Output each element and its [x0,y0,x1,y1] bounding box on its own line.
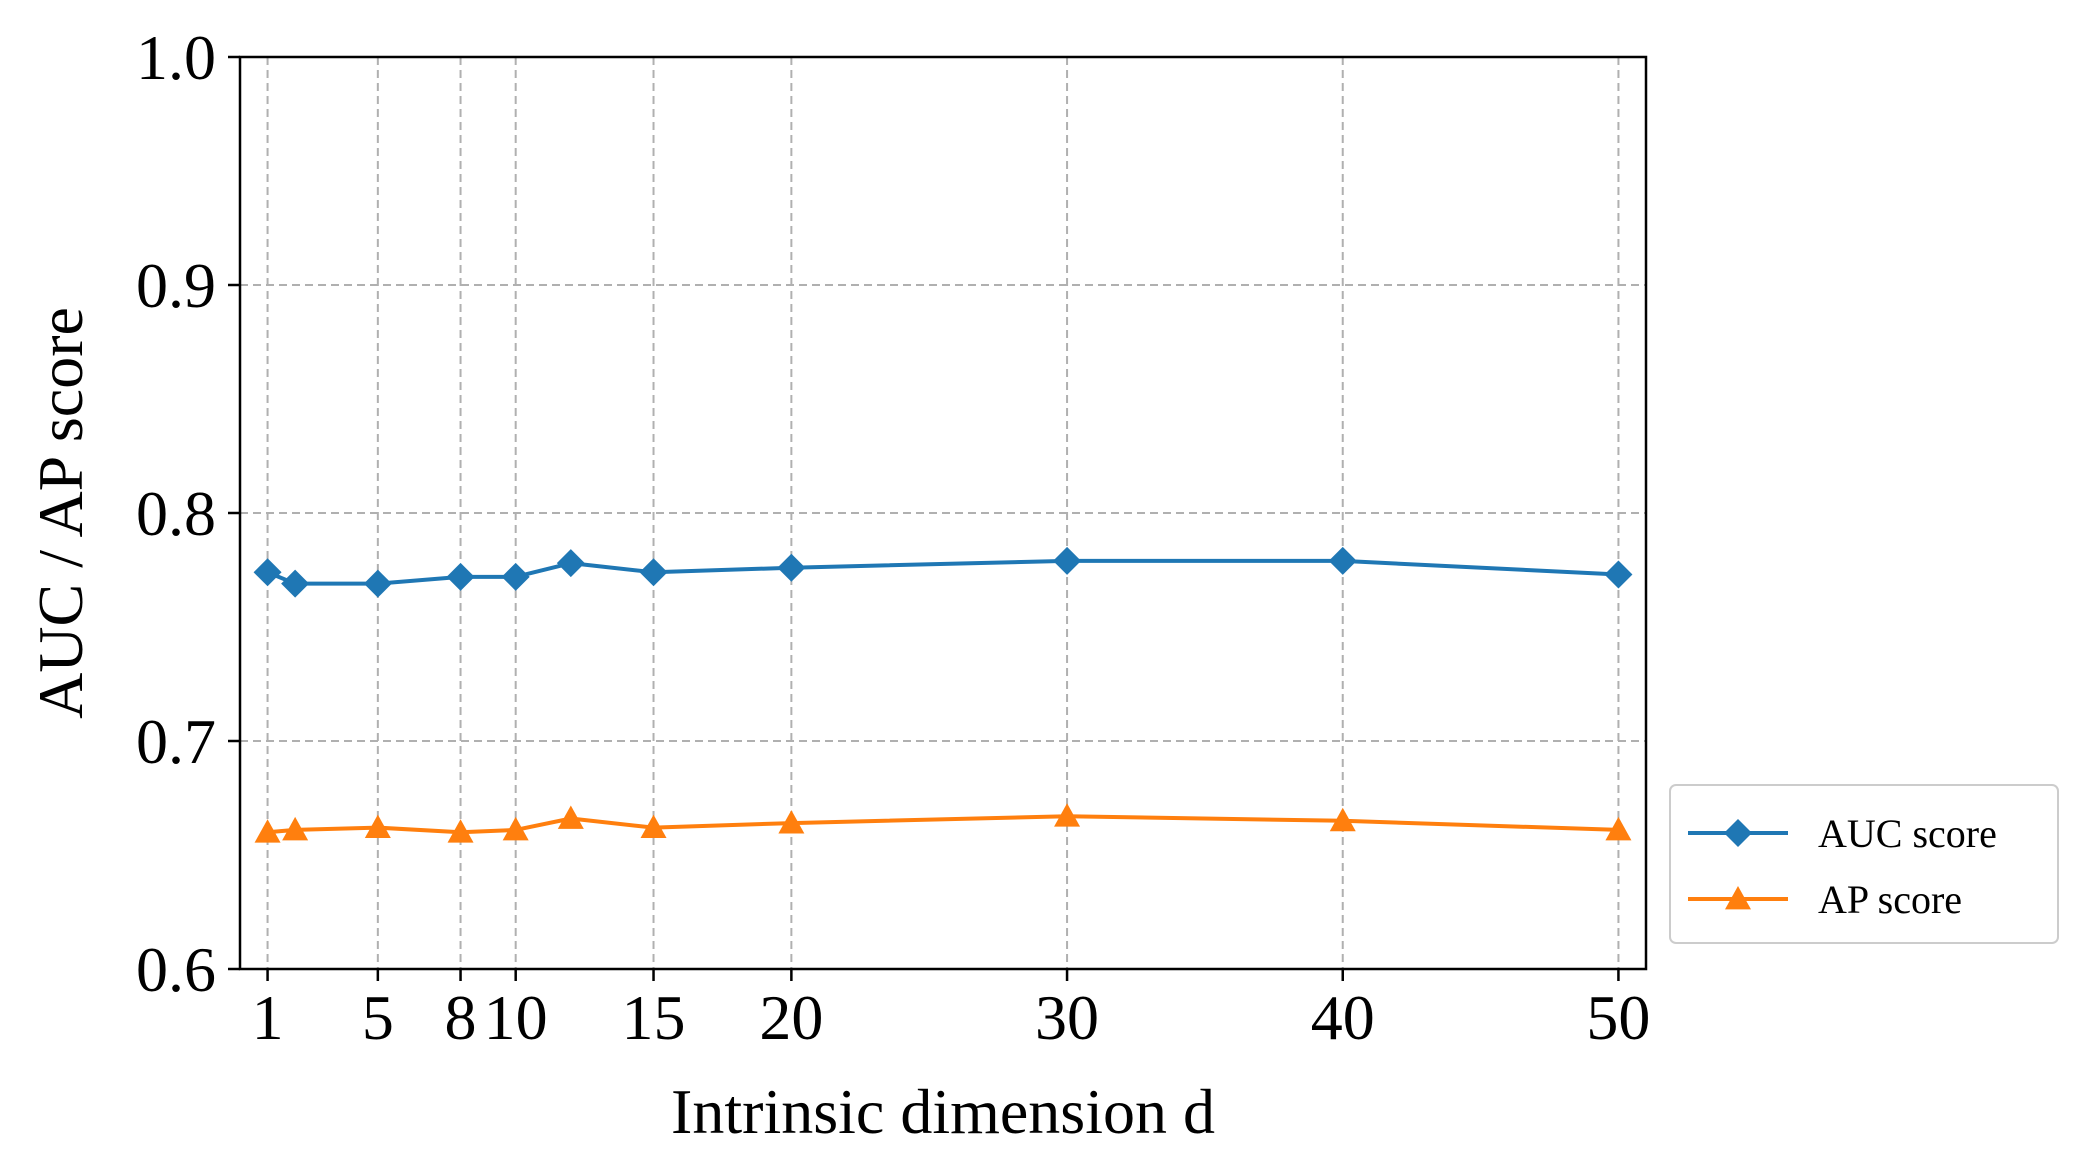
ap-score-point [640,814,667,839]
ap-score-series [254,803,1632,843]
legend-label: AP score [1818,877,1962,922]
auc-score-point [253,558,282,587]
legend-entry-auc-score: AUC score [1688,811,1997,856]
ap-score-point [364,814,391,839]
ap-score-point [447,819,474,843]
legend-entry-ap-score: AP score [1688,877,1962,922]
ap-score-point [1329,807,1356,832]
ap-score-point [502,816,529,841]
ap-score-point [1054,803,1081,827]
y-tick-label: 0.7 [136,706,216,777]
auc-score-point [1328,546,1357,575]
x-tick-label: 40 [1311,982,1375,1053]
auc-score-point [1053,546,1082,575]
ap-score-point [1605,816,1632,841]
auc-score-point [501,562,530,591]
legend-marker [1725,886,1751,910]
x-axis-title: Intrinsic dimension d [671,1076,1215,1147]
legend-marker [1724,819,1752,847]
ap-score-point [557,805,584,829]
auc-score-point [446,562,475,591]
x-tick-label: 8 [445,982,477,1053]
auc-score-point [1604,560,1633,589]
y-tick-label: 0.9 [136,250,216,321]
auc-score-point [363,569,392,598]
ap-score-point [282,816,309,841]
auc-score-point [777,553,806,582]
auc-score-series [253,546,1633,598]
x-tick-label: 1 [252,982,284,1053]
x-tick-label: 20 [759,982,823,1053]
x-tick-label: 50 [1586,982,1650,1053]
legend-label: AUC score [1818,811,1997,856]
y-axis-title: AUC / AP score [25,307,96,719]
x-tick-label: 30 [1035,982,1099,1053]
y-tick-label: 0.6 [136,934,216,1005]
x-tick-label: 5 [362,982,394,1053]
legend-box [1669,784,2059,944]
y-tick-label: 1.0 [136,22,216,93]
axes-ticks: 1 5 8 10 15 20 30 40 500.60.70.80.91.0 [136,22,1650,1053]
x-tick-label: 15 [622,982,686,1053]
series-layer [253,546,1633,843]
legend: AUC score AP score [1669,784,2059,944]
y-tick-label: 0.8 [136,478,216,549]
auc-score-point [556,549,585,578]
ap-score-line [267,814,1619,835]
auc-score-point [639,558,668,587]
auc-score-point [281,569,310,598]
ap-score-point [778,810,805,834]
x-tick-label: 10 [484,982,548,1053]
ap-score-point [254,819,281,843]
